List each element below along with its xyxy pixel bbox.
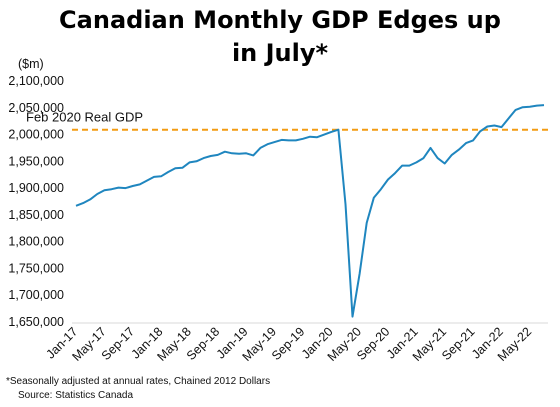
y-tick-label: 1,850,000 bbox=[8, 208, 64, 222]
y-tick-label: 2,100,000 bbox=[8, 74, 64, 88]
chart-title-line-2: in July* bbox=[231, 39, 329, 67]
y-tick-label: 1,800,000 bbox=[8, 235, 64, 249]
y-tick-label: 1,750,000 bbox=[8, 261, 64, 275]
chart-title: Canadian Monthly GDP Edges up in July* bbox=[0, 4, 560, 70]
y-axis-unit-label: ($m) bbox=[18, 57, 44, 71]
y-tick-label: 1,650,000 bbox=[8, 315, 64, 329]
footnote-seasonal-adjustment: *Seasonally adjusted at annual rates, Ch… bbox=[6, 376, 270, 387]
reference-line-label: Feb 2020 Real GDP bbox=[26, 110, 143, 125]
y-tick-label: 1,950,000 bbox=[8, 154, 64, 168]
x-axis: Jan-17May-17Sep-17Jan-18May-18Sep-18Jan-… bbox=[44, 325, 535, 364]
y-axis: 1,650,000 1,700,000 1,750,000 1,800,000 1,85… bbox=[8, 74, 64, 329]
y-tick-label: 1,900,000 bbox=[8, 181, 64, 195]
y-tick-label: 2,000,000 bbox=[8, 128, 64, 142]
y-tick-label: 2,050,000 bbox=[8, 101, 64, 115]
gdp-series-line bbox=[75, 104, 545, 318]
footnote-source: Source: Statistics Canada bbox=[18, 390, 133, 401]
y-tick-label: 1,700,000 bbox=[8, 288, 64, 302]
chart-title-line-1: Canadian Monthly GDP Edges up bbox=[59, 6, 501, 34]
